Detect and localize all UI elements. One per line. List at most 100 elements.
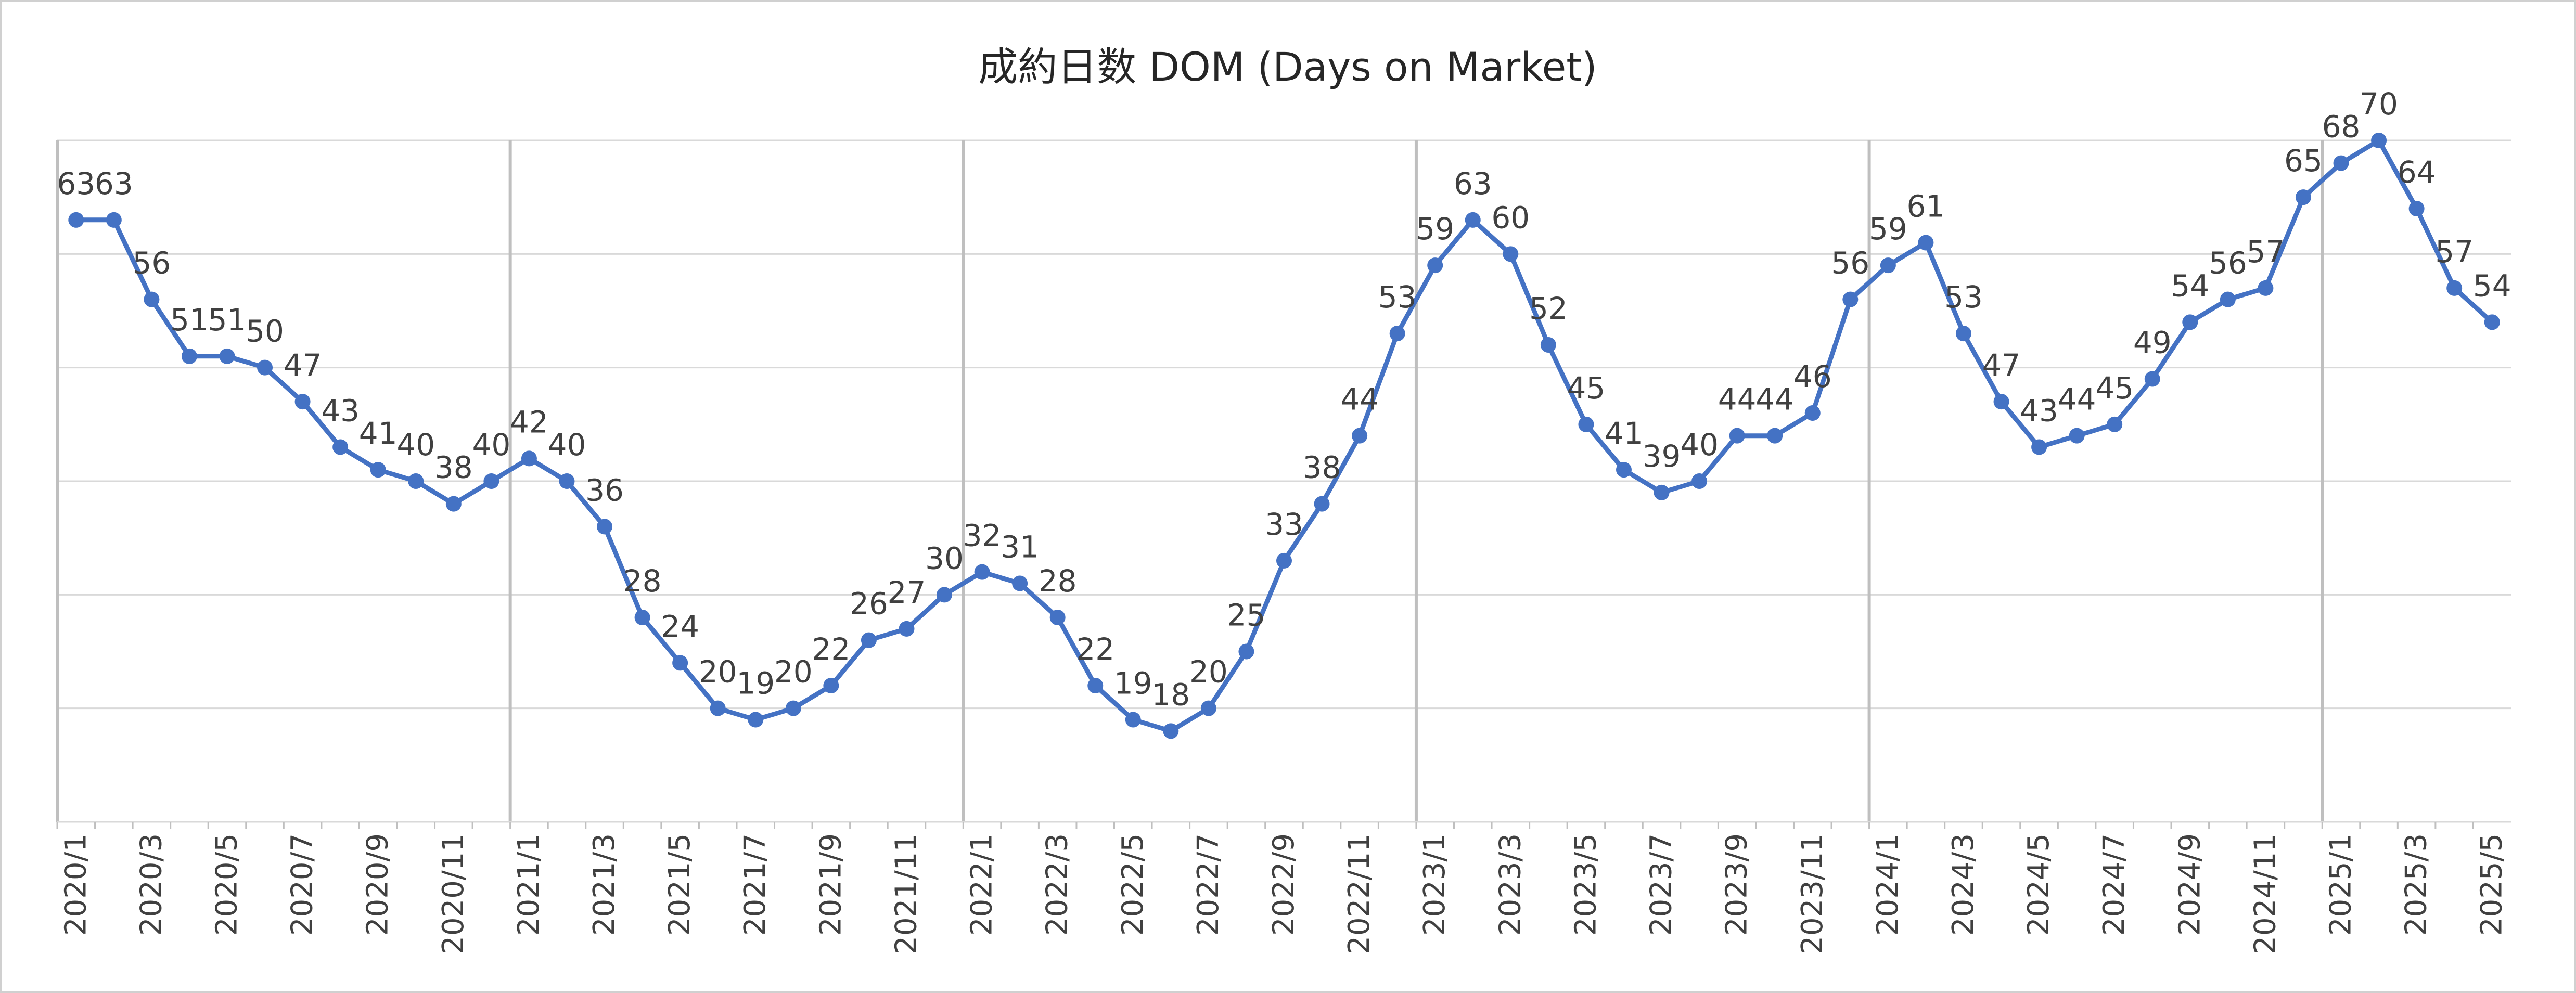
data-point — [1993, 394, 2009, 410]
data-point — [1465, 212, 1481, 228]
data-point — [332, 439, 349, 455]
x-tick-label: 2023/5 — [1569, 833, 1603, 936]
data-point — [823, 678, 839, 693]
year-separator-layer — [56, 140, 2324, 822]
data-point — [1691, 473, 1708, 489]
data-label: 65 — [2284, 143, 2323, 178]
data-label: 25 — [1227, 598, 1266, 633]
data-point — [1918, 235, 1934, 251]
data-label: 32 — [963, 518, 1002, 553]
x-tick-label: 2020/11 — [437, 833, 470, 955]
x-tick-label: 2024/9 — [2173, 833, 2207, 936]
data-label: 64 — [2398, 154, 2436, 190]
x-tick-label: 2024/3 — [1946, 833, 1980, 936]
x-tick-label: 2022/5 — [1116, 833, 1150, 936]
x-tick-label: 2024/1 — [1871, 833, 1905, 936]
data-label: 53 — [1944, 279, 1983, 315]
data-label: 19 — [1114, 666, 1152, 701]
data-point — [1276, 552, 1292, 569]
data-label: 63 — [1454, 166, 1492, 201]
x-tick-label: 2021/5 — [663, 833, 697, 936]
data-label: 27 — [888, 575, 926, 610]
data-point — [1238, 643, 1254, 660]
x-tick-label: 2023/9 — [1720, 833, 1754, 936]
data-label: 44 — [1340, 382, 1379, 417]
x-tick-label: 2023/3 — [1493, 833, 1527, 936]
data-point — [370, 462, 386, 478]
data-label: 20 — [699, 654, 737, 690]
data-label: 57 — [2435, 234, 2474, 269]
data-point — [2107, 416, 2123, 432]
data-point — [1955, 326, 1971, 342]
data-point — [2031, 439, 2047, 455]
grid-layer — [57, 139, 2511, 710]
data-point — [445, 496, 462, 512]
data-point — [219, 348, 235, 364]
data-label: 44 — [1755, 382, 1794, 417]
data-label: 47 — [284, 347, 322, 383]
data-point — [2371, 133, 2387, 148]
data-label: 52 — [1529, 291, 1568, 326]
data-label: 51 — [208, 302, 247, 338]
x-tick-label: 2024/5 — [2022, 833, 2056, 936]
data-point — [1314, 496, 1330, 512]
data-label: 46 — [1793, 359, 1832, 394]
data-point — [2258, 280, 2274, 296]
x-tick-label: 2024/7 — [2097, 833, 2131, 936]
data-label: 24 — [661, 609, 699, 644]
data-point — [2408, 201, 2425, 216]
data-label: 51 — [170, 302, 209, 338]
data-point — [1389, 326, 1405, 342]
data-point — [1578, 416, 1594, 432]
x-tick-label: 2020/9 — [361, 833, 395, 936]
data-label: 22 — [1076, 631, 1114, 667]
data-point — [1540, 337, 1556, 353]
x-tick-label: 2021/9 — [814, 833, 848, 936]
data-point — [1200, 700, 1216, 716]
x-tick-label: 2022/7 — [1191, 833, 1225, 936]
data-label: 45 — [2095, 370, 2134, 406]
data-point — [1804, 405, 1821, 421]
data-label: 19 — [736, 666, 775, 701]
data-point — [144, 291, 160, 307]
data-label: 22 — [812, 631, 850, 667]
data-label: 33 — [1265, 507, 1303, 542]
data-point — [785, 700, 801, 716]
data-label: 53 — [1378, 279, 1417, 315]
data-point — [483, 473, 499, 489]
data-label: 61 — [1907, 189, 1945, 224]
data-point — [2182, 314, 2198, 330]
data-label: 63 — [95, 166, 133, 201]
data-point-layer — [68, 133, 2500, 739]
data-point — [1880, 257, 1896, 274]
data-label: 40 — [548, 427, 586, 462]
data-label: 20 — [1189, 654, 1228, 690]
data-label: 54 — [2171, 268, 2209, 303]
data-point — [710, 700, 726, 716]
data-point — [257, 359, 273, 376]
x-tick-label: 2021/7 — [738, 833, 772, 936]
data-label: 57 — [2246, 234, 2285, 269]
data-label: 47 — [1982, 347, 2021, 383]
data-label: 59 — [1416, 211, 1454, 247]
x-tick-label: 2022/9 — [1267, 833, 1301, 936]
x-tick-label: 2020/5 — [210, 833, 243, 936]
x-tick-label: 2023/11 — [1796, 833, 1829, 955]
data-point — [2446, 280, 2463, 296]
x-tick-label: 2020/3 — [134, 833, 168, 936]
data-label: 63 — [57, 166, 95, 201]
data-point — [1767, 428, 1783, 444]
x-axis-tick-labels: 2020/1 2020/3 2020/5 2020/7 2020/9 2020/11 202… — [59, 833, 2508, 955]
data-point — [1125, 712, 1141, 728]
data-label: 30 — [925, 540, 964, 576]
data-point — [748, 712, 764, 728]
data-label: 56 — [132, 246, 171, 281]
data-label: 40 — [1680, 427, 1719, 462]
x-tick-label: 2025/3 — [2400, 833, 2433, 936]
data-label: 20 — [774, 654, 813, 690]
data-label: 40 — [472, 427, 510, 462]
data-label: 28 — [1039, 563, 1077, 599]
data-label: 31 — [1001, 530, 1039, 565]
